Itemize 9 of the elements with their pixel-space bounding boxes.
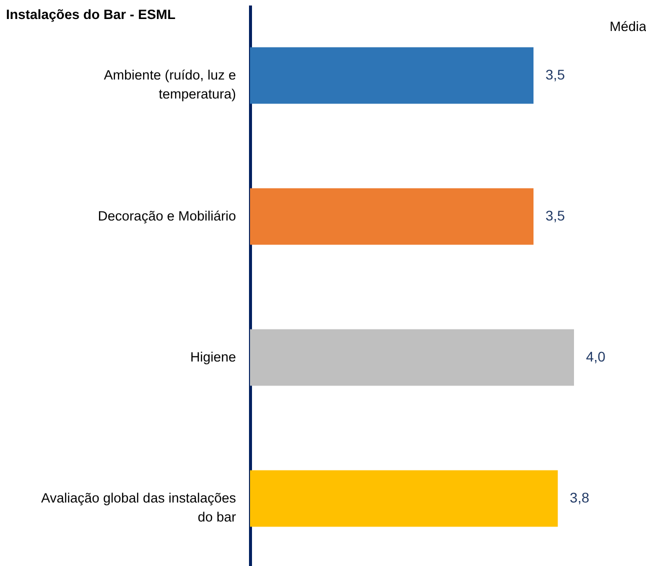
data-label: 3,5 [546, 66, 566, 82]
data-label: 3,5 [546, 208, 566, 224]
text: Instalações do Bar - ESML [6, 7, 176, 22]
data-label: 3,8 [570, 490, 590, 506]
data-label: 4,0 [586, 348, 606, 364]
y-tick-label: Ambiente (ruído, luz e temperatura) [104, 68, 236, 102]
y-tick-label: Higiene [190, 350, 236, 364]
y-tick-label: Avaliação global das instalações do bar [41, 490, 236, 524]
y-tick-label: Decoração e Mobiliário [98, 208, 236, 224]
